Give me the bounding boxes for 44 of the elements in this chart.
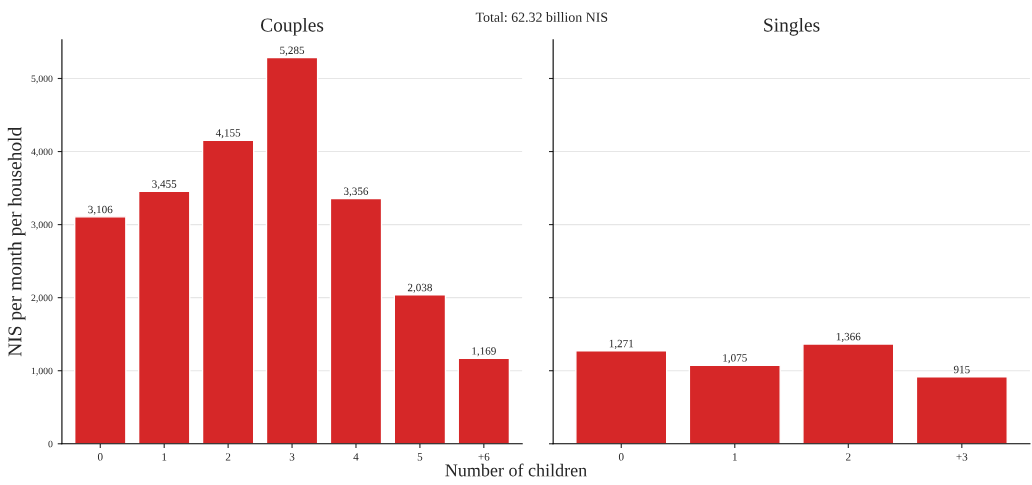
bar (575, 350, 668, 444)
y-tick-label: 0 (48, 440, 53, 448)
bar (201, 139, 255, 444)
y-tick-label: 4,000 (31, 148, 53, 157)
bar (393, 294, 447, 444)
bar (915, 376, 1008, 444)
x-tick-label: 5 (417, 453, 423, 461)
y-tick-label: 3,000 (31, 221, 53, 230)
x-axis-title: Number of children (445, 463, 587, 477)
data-label: 915 (953, 365, 970, 374)
data-label: 2,038 (407, 283, 432, 293)
chart-title: Couples (260, 17, 324, 36)
x-tick-label: 2 (846, 453, 851, 461)
x-tick-label: 3 (289, 453, 295, 461)
data-label: 1,075 (723, 354, 747, 364)
data-label: 1,366 (836, 332, 861, 342)
x-tick-label: 1 (732, 453, 737, 461)
bar (137, 190, 191, 444)
x-tick-label: +6 (478, 453, 490, 461)
data-label: 3,106 (88, 205, 113, 215)
bar (457, 357, 511, 444)
data-label: 3,356 (344, 187, 369, 197)
text: Total: 62.32 billion NIS (475, 12, 608, 22)
y-tick-label: 2,000 (31, 294, 53, 303)
bar (74, 216, 127, 444)
x-tick-label: 4 (353, 453, 359, 461)
x-tick-label: +3 (956, 453, 968, 461)
data-label: 3,455 (152, 180, 177, 190)
chart-title: Singles (764, 17, 820, 36)
bar (802, 343, 895, 444)
data-label: 4,155 (215, 129, 241, 139)
y-tick-label: 1,000 (31, 367, 53, 376)
x-tick-label: 0 (618, 453, 624, 461)
bar (329, 197, 383, 444)
x-tick-label: 1 (162, 453, 167, 461)
x-tick-label: 2 (225, 453, 231, 461)
bar (265, 56, 319, 444)
y-tick-label: 5,000 (31, 75, 53, 84)
data-label: 1,169 (472, 347, 496, 357)
bar (688, 364, 781, 444)
data-label: 1,271 (609, 339, 634, 349)
x-tick-label: 0 (97, 453, 103, 461)
data-label: 5,285 (280, 46, 305, 56)
y-axis-title: NIS per month per household (7, 126, 26, 357)
